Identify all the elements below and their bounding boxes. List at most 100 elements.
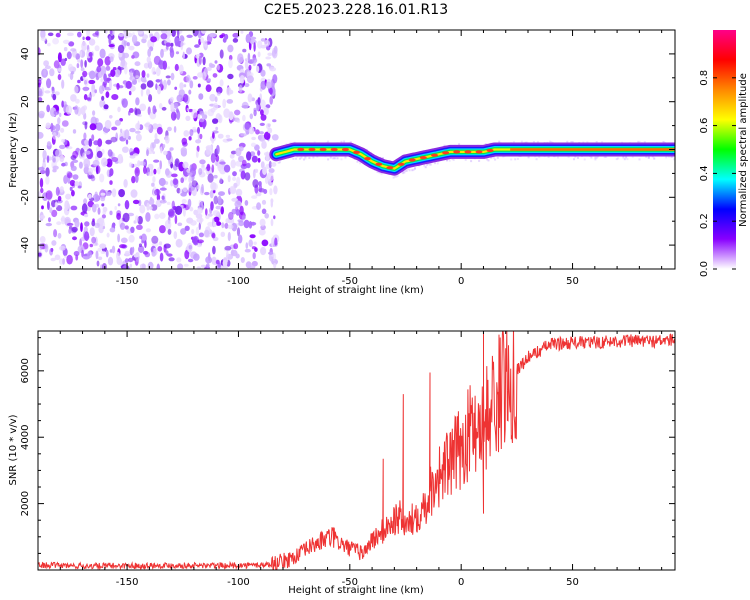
- noise-blob: [183, 93, 189, 103]
- noise-blob: [215, 205, 222, 210]
- noise-blob: [174, 214, 178, 225]
- noise-blob: [271, 85, 275, 89]
- noise-blob: [260, 80, 267, 90]
- noise-blob: [46, 141, 52, 147]
- halo-cell: [412, 168, 415, 171]
- noise-blob: [241, 159, 247, 167]
- noise-blob: [118, 51, 123, 58]
- noise-blob: [52, 132, 57, 140]
- noise-blob: [218, 191, 225, 197]
- noise-blob: [146, 56, 151, 64]
- noise-blob: [204, 191, 210, 196]
- noise-blob: [238, 220, 244, 227]
- halo-cell: [520, 140, 523, 143]
- noise-blob: [165, 75, 171, 79]
- noise-blob: [129, 127, 136, 133]
- noise-blob: [229, 153, 235, 159]
- noise-blob: [99, 173, 105, 183]
- noise-blob: [92, 110, 96, 116]
- noise-blob: [266, 81, 272, 89]
- noise-blob: [206, 67, 212, 71]
- noise-blob: [116, 251, 120, 261]
- halo-cell: [356, 160, 359, 163]
- noise-blob: [209, 93, 216, 102]
- noise-blob: [92, 193, 100, 203]
- noise-blob: [55, 32, 61, 38]
- noise-blob: [124, 258, 129, 263]
- noise-blob: [180, 192, 187, 197]
- noise-blob: [57, 67, 62, 72]
- noise-blob: [244, 248, 251, 253]
- noise-blob: [183, 130, 190, 137]
- noise-blob: [218, 114, 223, 124]
- noise-blob: [177, 30, 180, 39]
- noise-blob: [230, 150, 237, 155]
- noise-blob: [97, 138, 103, 147]
- noise-blob: [258, 134, 266, 142]
- noise-blob: [181, 198, 187, 204]
- noise-blob: [182, 51, 185, 60]
- noise-blob: [134, 167, 140, 177]
- colorbar: 0.0 0.2 0.4 0.6 0.8 Normalized spectral ampl…: [699, 30, 749, 277]
- ridge-hotspot: [375, 162, 383, 166]
- noise-blob: [142, 34, 149, 40]
- noise-blob: [103, 83, 107, 88]
- noise-blob: [40, 169, 46, 175]
- noise-blob: [52, 157, 56, 163]
- noise-blob: [108, 44, 115, 48]
- noise-blob: [153, 159, 160, 163]
- noise-blob: [257, 97, 261, 105]
- noise-blob: [84, 163, 89, 174]
- noise-blob: [242, 48, 247, 53]
- noise-blob: [146, 80, 154, 88]
- noise-blob: [197, 207, 203, 214]
- colorbar-tick-label: 0.4: [699, 165, 710, 181]
- noise-blob: [196, 145, 200, 152]
- noise-blob: [134, 163, 138, 168]
- spectrogram-xlabel: Height of straight line (km): [288, 285, 424, 296]
- noise-blob: [38, 252, 42, 257]
- noise-blob: [117, 67, 125, 71]
- noise-blob: [147, 171, 154, 177]
- noise-blob: [216, 144, 220, 155]
- noise-blob: [97, 58, 104, 67]
- noise-blob: [44, 90, 51, 94]
- halo-cell: [333, 157, 336, 160]
- snr-y-tick-label: 6000: [20, 358, 31, 383]
- noise-blob: [214, 60, 218, 64]
- snr-x-tick-label: -150: [116, 577, 139, 588]
- noise-blob: [51, 209, 58, 218]
- noise-blob: [89, 123, 97, 131]
- noise-blob: [157, 246, 163, 252]
- noise-blob: [216, 64, 220, 71]
- noise-blob: [103, 73, 107, 82]
- noise-blob: [80, 59, 84, 68]
- halo-cell: [340, 140, 343, 143]
- noise-blob: [191, 180, 198, 188]
- noise-blob: [266, 172, 274, 182]
- noise-blob: [198, 93, 204, 100]
- halo-cell: [434, 162, 436, 165]
- halo-cell: [547, 155, 550, 158]
- noise-blob: [150, 36, 158, 43]
- noise-blob: [132, 51, 140, 59]
- noise-blob: [188, 176, 192, 183]
- noise-blob: [196, 239, 204, 244]
- noise-blob: [136, 114, 142, 118]
- halo-cell: [349, 141, 352, 144]
- noise-blob: [114, 206, 117, 211]
- noise-blob: [205, 263, 210, 268]
- noise-blob: [202, 120, 206, 130]
- noise-blob: [124, 250, 130, 255]
- noise-blob: [206, 163, 211, 172]
- noise-blob: [119, 222, 126, 230]
- noise-blob: [261, 208, 267, 215]
- noise-blob: [81, 249, 84, 258]
- noise-blob: [258, 131, 264, 135]
- halo-cell: [538, 155, 541, 158]
- noise-blob: [38, 166, 45, 171]
- halo-cell: [645, 155, 648, 158]
- noise-blob: [249, 39, 257, 45]
- halo-cell: [570, 141, 573, 144]
- spectrogram-ylabel: Frequency (Hz): [8, 112, 19, 188]
